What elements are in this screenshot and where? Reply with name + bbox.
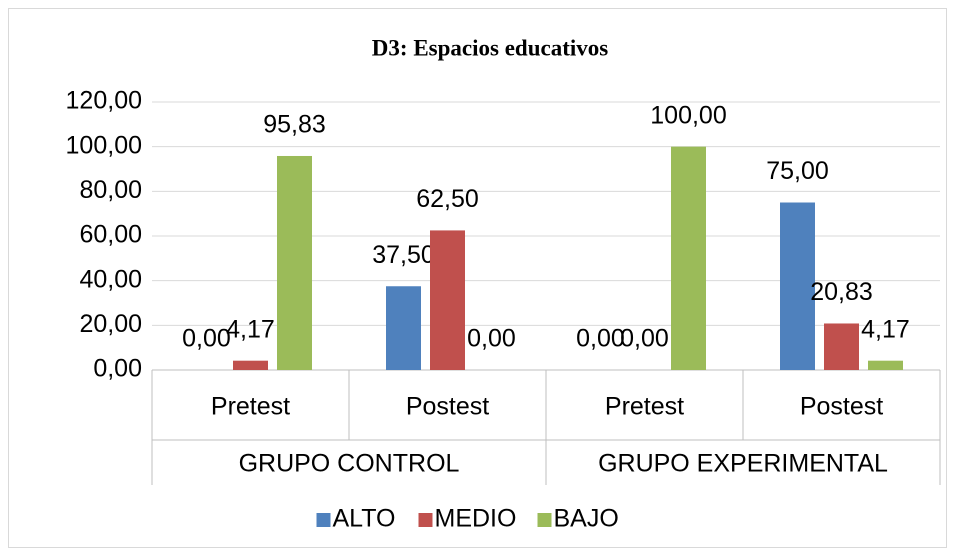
legend-swatch [418, 513, 433, 527]
data-label: 37,50 [372, 241, 435, 269]
bar [430, 230, 465, 370]
data-label: 20,83 [810, 278, 873, 306]
chart-title: D3: Espacios educativos [372, 35, 608, 60]
y-tick-label: 20,00 [79, 310, 142, 338]
x-tick-label: Pretest [211, 393, 290, 421]
data-label: 0,00 [467, 325, 516, 353]
legend-label: BAJO [554, 505, 619, 533]
bar [824, 323, 859, 370]
y-tick-label: 40,00 [79, 265, 142, 293]
bar [671, 146, 706, 370]
legend-swatch [316, 513, 331, 527]
y-tick-label: 60,00 [79, 221, 142, 249]
bar [277, 155, 312, 370]
y-tick-label: 80,00 [79, 176, 142, 204]
bar [780, 202, 815, 370]
y-tick-label: 120,00 [66, 87, 142, 115]
x-tick-label: Pretest [605, 393, 684, 421]
data-label: 95,83 [263, 111, 326, 139]
bar [868, 360, 903, 370]
data-label: 0,00 [182, 325, 231, 353]
group-label: GRUPO EXPERIMENTAL [598, 450, 888, 478]
data-label: 0,00 [620, 325, 669, 353]
data-label: 4,17 [861, 315, 910, 343]
legend-label: ALTO [333, 505, 396, 533]
bar [233, 360, 268, 370]
data-label: 75,00 [766, 157, 829, 185]
data-label: 0,00 [576, 325, 625, 353]
y-tick-label: 0,00 [93, 355, 142, 383]
x-tick-label: Postest [406, 393, 489, 421]
data-label: 4,17 [226, 315, 275, 343]
data-label: 62,50 [416, 185, 479, 213]
x-tick-label: Postest [800, 393, 883, 421]
group-label: GRUPO CONTROL [239, 450, 460, 478]
bar [386, 286, 421, 370]
legend-swatch [537, 513, 552, 527]
data-label: 100,00 [650, 101, 726, 129]
legend-label: MEDIO [435, 505, 517, 533]
y-tick-label: 100,00 [66, 131, 142, 159]
